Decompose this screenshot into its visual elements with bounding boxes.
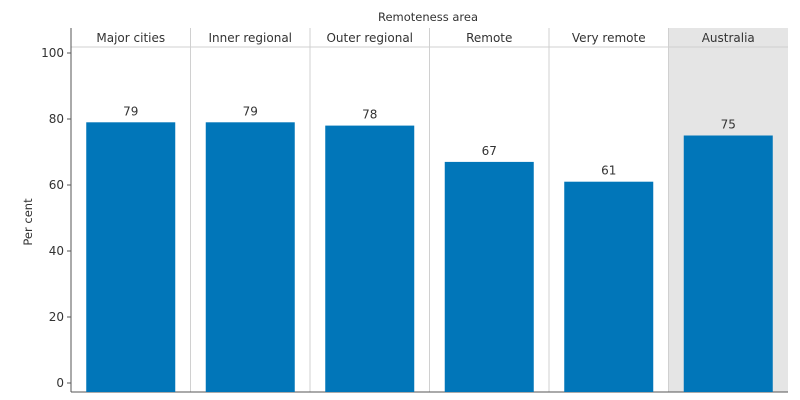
- y-tick-label: 100: [41, 46, 64, 60]
- bar: [325, 125, 415, 392]
- data-label: 78: [362, 108, 377, 122]
- y-tick-label: 20: [49, 310, 64, 324]
- y-tick-label: 80: [49, 112, 64, 126]
- bar: [564, 181, 654, 392]
- category-header: Remote: [466, 31, 512, 45]
- y-axis-label: Per cent: [21, 198, 35, 246]
- category-header: Major cities: [96, 31, 165, 45]
- data-label: 79: [243, 104, 258, 118]
- bar: [86, 122, 176, 393]
- bar: [205, 122, 295, 393]
- data-label: 61: [601, 164, 616, 178]
- y-tick-label: 40: [49, 244, 64, 258]
- y-tick-label: 60: [49, 178, 64, 192]
- bar: [444, 161, 534, 392]
- data-label: 79: [123, 104, 138, 118]
- category-header: Outer regional: [326, 31, 413, 45]
- chart-title: Remoteness area: [378, 10, 478, 24]
- category-header: Inner regional: [208, 31, 292, 45]
- data-label: 75: [721, 118, 736, 132]
- category-header: Very remote: [572, 31, 646, 45]
- bar: [683, 135, 773, 392]
- category-header: Australia: [702, 31, 755, 45]
- data-label: 67: [482, 144, 497, 158]
- y-tick-label: 0: [56, 376, 64, 390]
